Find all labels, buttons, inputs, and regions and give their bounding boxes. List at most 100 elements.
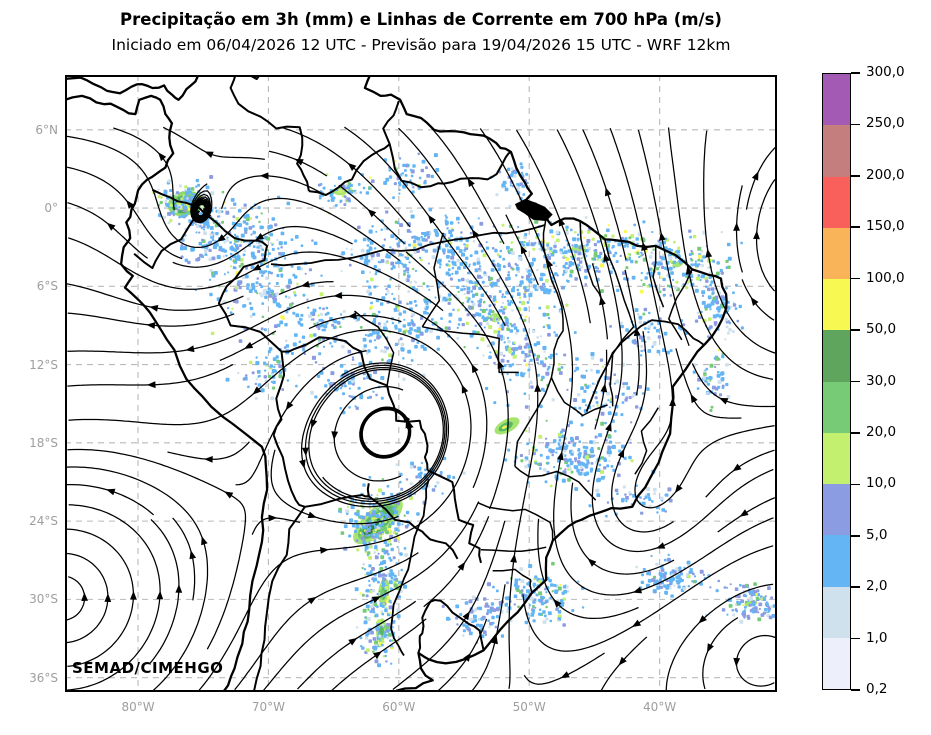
streamline-arrow [294,158,304,166]
streamline-arrow [371,596,381,603]
streamline-arrow [302,447,309,457]
lat-tick-label: 0° [44,201,58,216]
streamline-arrow [674,484,683,494]
streamline-arrow [106,222,116,231]
precip-core [501,425,508,430]
country-border [253,506,306,691]
streamline [735,634,776,687]
streamline-arrow [204,456,213,463]
colorbar-tick [851,123,860,126]
streamline-arrow [259,172,269,180]
colorbar-segment [823,535,850,587]
streamline [66,466,209,691]
streamline [398,127,539,689]
country-border [133,210,201,270]
map-frame [65,75,777,692]
state-border [478,502,554,541]
colorbar-segment [823,330,850,382]
state-border [480,546,547,552]
streamline-arrow [81,592,88,601]
lat-tick-label: 6°N [35,122,58,137]
lat-tick-label: 12°S [29,357,58,372]
colorbar-tick [851,637,860,640]
streamline-arrow [373,651,382,659]
colorbar-tick [851,277,860,280]
colorbar-tick-label: 150,0 [866,218,905,235]
streamline-arrow [224,491,234,499]
colorbar-segment [823,484,850,536]
lon-tick-label: 70°W [251,700,285,714]
streamline-arrow [656,542,666,549]
streamline-arrow [204,151,214,158]
streamline [68,329,472,691]
streamline-arrow [347,162,357,171]
streamline [745,146,777,210]
streamline [523,652,605,685]
streamline [703,130,776,354]
streamline-arrow [307,511,317,519]
colorbar-tick [851,329,860,331]
streamline [741,279,775,321]
streamline-arrow [244,341,254,349]
colorbar-tick [851,226,860,229]
streamline-arrow [719,397,729,405]
streamline-arrow [603,252,610,262]
colorbar-tick-label: 250,0 [866,115,905,132]
colorbar-tick [851,72,860,74]
colorbar-tick-label: 1,0 [866,629,888,646]
streamline-arrow [457,561,466,571]
state-border [492,568,533,594]
streamline-arrow [705,248,713,258]
streamline [251,517,301,535]
precipitation-field [152,152,777,668]
map-canvas [65,75,777,692]
streamline-arrow [310,419,318,429]
streamline-arrow [605,422,612,432]
colorbar-segment [823,74,850,126]
streamline-arrow [106,488,116,496]
lat-tick-label: 24°S [29,514,58,529]
colorbar-tick-label: 200,0 [866,166,905,183]
river [390,479,430,656]
streamline-arrow [299,459,306,469]
streamline-arrow [146,381,156,389]
streamline [600,636,648,691]
streamline [702,617,739,690]
streamline-arrow [632,619,642,627]
streamline-arrow [348,637,358,646]
streamline-arrow [367,209,377,218]
streamline-arrow [268,514,278,522]
streamline-arrow [617,448,625,458]
streamline-arrow [632,586,642,594]
country-border [151,188,269,333]
streamline-arrow [189,550,197,560]
streamline-arrow [690,393,698,404]
lat-tick-label: 36°S [29,670,58,685]
streamlines-700hpa [65,126,777,692]
streamline-arrow [510,553,517,563]
streamline-arrow [751,171,759,181]
streamline-arrow [707,643,714,653]
streamline-arrow [285,401,294,411]
streamline-arrow [462,611,470,621]
streamline-arrow [126,200,135,209]
colorbar-tick [851,432,860,434]
streamline [162,126,265,161]
colorbar-tick-label: 0,2 [866,681,888,697]
streamline-arrow [732,463,742,472]
colorbar-segment [823,279,850,331]
state-border [652,245,665,308]
state-border [421,232,444,328]
streamline [149,518,180,664]
streamline [515,129,591,324]
river [270,224,546,267]
colorbar-tick [851,586,860,588]
amazon-delta [514,198,553,222]
streamline-arrow [618,656,627,666]
colorbar-segment [823,586,850,638]
streamline-arrow [130,590,137,600]
country-border [382,100,512,189]
streamline [67,363,234,387]
streamline-arrow [201,536,208,546]
colorbar-tick-label: 5,0 [866,526,888,543]
